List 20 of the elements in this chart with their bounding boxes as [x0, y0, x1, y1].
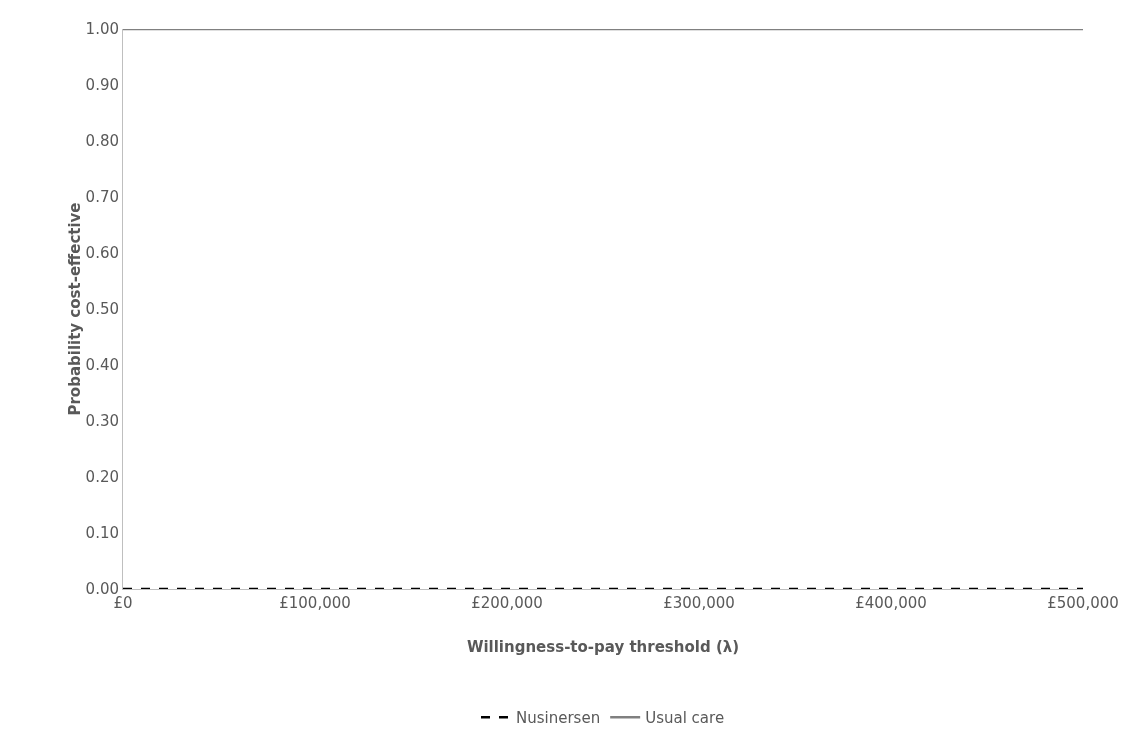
y-tick-label: 0.10 [85, 524, 119, 543]
y-tick-label: 0.90 [85, 76, 119, 95]
x-tick-label: £300,000 [663, 594, 735, 612]
y-tick-label: 0.30 [85, 412, 119, 431]
y-tick-label: 0.40 [85, 356, 119, 375]
y-tick-label: 0.60 [85, 244, 119, 263]
x-tick-label: £500,000 [1047, 594, 1119, 612]
y-tick-label: 1.00 [85, 20, 119, 39]
y-tick-label: 0.50 [85, 300, 119, 319]
x-tick-label: £0 [113, 594, 133, 612]
legend-label: Nusinersen [516, 709, 601, 728]
x-tick-label: £400,000 [855, 594, 927, 612]
x-axis-title: Willingness-to-pay threshold (λ) [466, 638, 740, 656]
y-axis-title: Probability cost-effective [65, 202, 84, 416]
legend-label: Usual care [645, 709, 725, 728]
y-tick-label: 0.70 [85, 188, 119, 207]
x-tick-label: £100,000 [279, 594, 351, 612]
y-tick-label: 0.80 [85, 132, 119, 151]
x-tick-label: £200,000 [471, 594, 543, 612]
y-tick-label: 0.20 [85, 468, 119, 487]
